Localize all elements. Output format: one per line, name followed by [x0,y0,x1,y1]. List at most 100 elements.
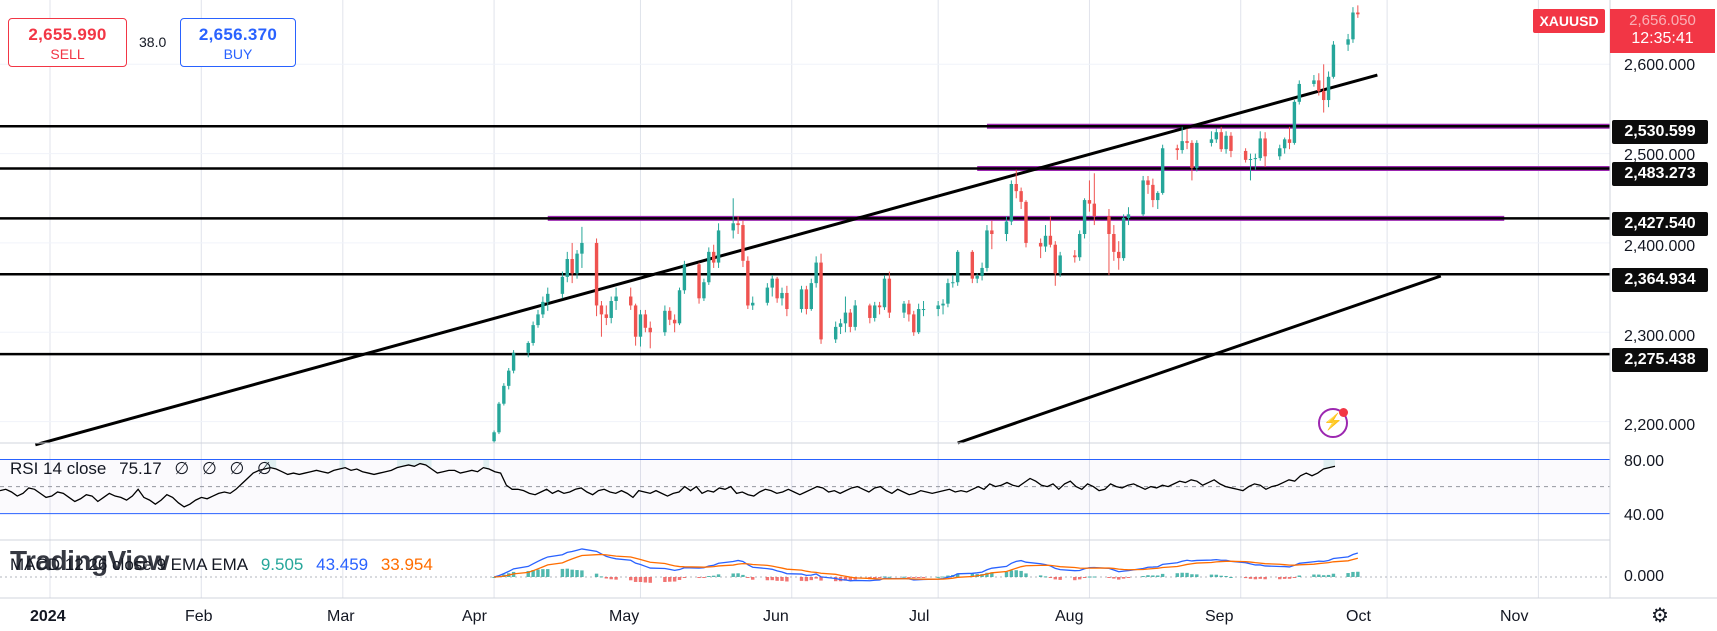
candle-body [1126,214,1131,218]
candle-body [526,342,530,353]
macd-line-value: 43.459 [316,555,369,574]
candle [1112,225,1116,261]
candle-body [682,264,687,291]
rsi-legend-extra: ∅ [174,459,190,478]
macd-histogram-bar [990,572,994,577]
candle-body [751,302,755,306]
macd-legend[interactable]: MACD 12 26 close 9 EMA EMA 9.505 43.459 … [10,555,441,575]
rsi-legend[interactable]: RSI 14 close 75.17 ∅ ∅ ∅ ∅ [10,459,280,479]
rsi-overbought-fill [270,459,277,469]
macd-histogram-bar [814,577,818,579]
candle-body [1156,192,1160,201]
candle-body [955,251,960,283]
last-price-tag: 2,656.050 12:35:41 [1610,9,1715,53]
buy-button[interactable]: 2,656.370 BUY [180,18,296,67]
macd-histogram-bar [629,577,633,581]
macd-histogram-bar [1219,575,1223,577]
candle [1156,191,1160,209]
candle [1326,71,1331,108]
candle [1297,80,1301,105]
candle-body [1209,139,1214,143]
x-tick: Feb [185,608,213,625]
horizontal-levels [0,125,1610,356]
candle-body [1121,217,1126,259]
candle-body [873,305,877,318]
candle-body [638,314,643,337]
macd-histogram-bar [1082,577,1087,578]
sell-button[interactable]: 2,655.990 SELL [8,18,127,67]
candle-body [1351,12,1355,40]
candle-body [702,282,706,299]
macd-histogram-bar [1287,577,1292,579]
candle-body [668,310,672,320]
candle [594,238,599,317]
lightning-icon[interactable]: ⚡ [1318,408,1348,438]
macd-signal-line [494,553,1359,580]
candle [497,401,501,435]
macd-histogram-bar [1351,571,1355,577]
candle-body [1287,139,1292,143]
macd-histogram-bar [770,577,774,581]
candle-body [1346,39,1350,45]
candle [804,285,809,315]
candle-body [629,296,633,306]
macd-histogram-bar [843,577,848,581]
rsi-lower-tick: 40.00 [1624,507,1665,524]
candle [799,285,804,313]
candle [775,276,779,303]
candle [1321,64,1326,113]
macd-histogram-bar [1087,576,1092,578]
y-tick: 2,600.000 [1624,57,1696,74]
candle [990,220,994,250]
candle [1331,41,1336,79]
rsi-overbought-fill [483,459,490,469]
macd-histogram-bar [882,576,887,578]
macd-histogram-bar [1077,577,1082,580]
candle-body [1297,83,1301,102]
trend-line [957,274,1442,445]
candle-body [882,278,887,308]
candle-body [833,326,838,340]
candle [770,275,774,297]
macd-histogram-bar [541,569,545,577]
candle-body [1331,44,1336,77]
rsi-upper-tick: 80.00 [1624,453,1665,470]
candle [672,314,677,333]
candle [877,301,882,315]
candle [814,256,818,288]
macd-histogram-bar [1258,577,1262,579]
candle-body [648,327,652,333]
macd-histogram-bar [848,577,853,581]
macd-histogram-bar [575,570,579,577]
y-tick: 2,200.000 [1624,417,1696,434]
candle [970,250,975,284]
candle [1038,238,1043,259]
macd-signal-value: 33.954 [380,555,433,574]
candle [697,262,701,304]
x-tick: Mar [327,608,355,625]
macd-histogram-bar [711,575,716,577]
candle [536,309,540,328]
rsi-overbought-fill [397,459,403,468]
macd-histogram-bar [1297,575,1301,577]
candle [546,287,550,311]
candle [1219,126,1223,152]
candle-body [609,300,613,318]
candle [751,296,755,310]
candle [1073,250,1077,263]
macd-histogram-bar [1185,572,1189,577]
x-tick: Nov [1500,608,1529,625]
rsi-overbought-fill [264,459,271,469]
tradingview-logo: TradingView [10,545,169,576]
y-tick: 2,300.000 [1624,328,1696,345]
candle-body [570,259,574,274]
candle-body [1004,221,1009,235]
candle-body [1356,12,1360,15]
macd-histogram-bar [1253,577,1258,580]
candle [492,430,496,443]
candle-body [765,287,770,303]
macd-histogram-bar [1214,574,1219,577]
gear-icon[interactable]: ⚙ [1651,605,1669,627]
macd-histogram-bar [1326,574,1331,577]
